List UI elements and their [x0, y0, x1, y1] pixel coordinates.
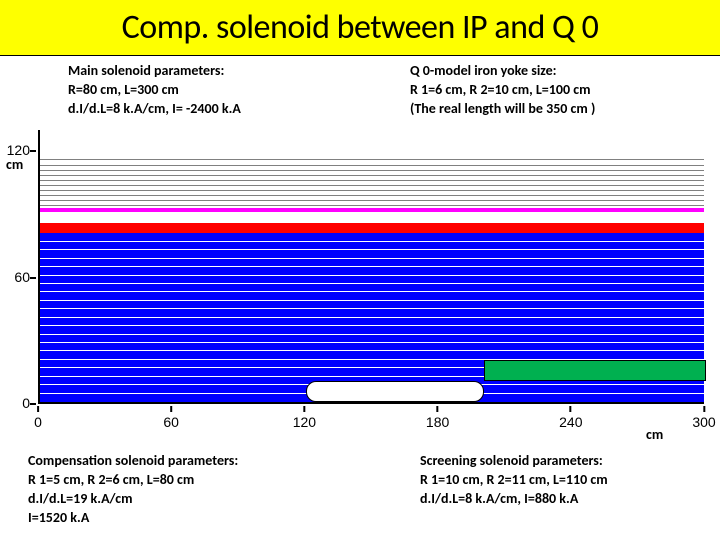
field-line [40, 300, 704, 301]
y-tick: 120 [4, 142, 30, 158]
x-tick: 240 [559, 406, 582, 430]
param-line: Screening solenoid parameters: [420, 452, 608, 471]
x-tick: 300 [692, 406, 715, 430]
y-tick: 60 [4, 269, 30, 285]
plot-area [38, 130, 704, 404]
hatch-line [40, 159, 704, 160]
hatch-line [40, 180, 704, 181]
field-line [40, 308, 704, 309]
y-tick: 0 [4, 395, 30, 411]
param-line: (The real length will be 350 cm ) [410, 100, 595, 119]
hatch-line [40, 185, 704, 186]
field-line [40, 342, 704, 343]
compensation-solenoid-params: Compensation solenoid parameters: R 1=5 … [28, 452, 238, 528]
screening-solenoid-params: Screening solenoid parameters: R 1=10 cm… [420, 452, 608, 509]
x-tick: 0 [34, 406, 42, 430]
param-line: d.I/d.L=19 k.A/cm [28, 490, 238, 509]
field-line [40, 325, 704, 326]
hatch-line [40, 165, 704, 166]
hatch-line [40, 200, 704, 201]
x-tick: 120 [293, 406, 316, 430]
param-line: Main solenoid parameters: [68, 62, 241, 81]
field-line [40, 241, 704, 242]
screening-bar [484, 360, 706, 381]
field-line [40, 291, 704, 292]
field-line [40, 249, 704, 250]
hatch-band [40, 160, 704, 206]
field-line [40, 317, 704, 318]
param-line: Compensation solenoid parameters: [28, 452, 238, 471]
magenta-band [40, 208, 704, 212]
param-line: d.I/d.L=8 k.A/cm, I=880 k.A [420, 490, 608, 509]
hatch-line [40, 195, 704, 196]
slide-root: { "title": "Comp. solenoid between IP an… [0, 0, 720, 540]
field-line [40, 258, 704, 259]
compensation-slot [306, 381, 484, 402]
field-line [40, 275, 704, 276]
field-line [40, 334, 704, 335]
field-plot: 0 60 120 0 60 120 180 240 300 [4, 130, 714, 430]
hatch-line [40, 190, 704, 191]
param-line: Q 0-model iron yoke size: [410, 62, 595, 81]
field-line [40, 283, 704, 284]
red-band [40, 223, 704, 234]
q0-yoke-params: Q 0-model iron yoke size: R 1=6 cm, R 2=… [410, 62, 595, 119]
param-line: R 1=5 cm, R 2=6 cm, L=80 cm [28, 471, 238, 490]
hatch-line [40, 170, 704, 171]
slide-header: Comp. solenoid between IP and Q 0 [0, 0, 720, 56]
param-line: I=1520 k.A [28, 509, 238, 528]
param-line: R 1=6 cm, R 2=10 cm, L=100 cm [410, 81, 595, 100]
hatch-line [40, 205, 704, 206]
main-solenoid-params: Main solenoid parameters: R=80 cm, L=300… [68, 62, 241, 119]
param-line: R=80 cm, L=300 cm [68, 81, 241, 100]
x-tick: 60 [163, 406, 179, 430]
param-line: d.I/d.L=8 k.A/cm, I= -2400 k.A [68, 100, 241, 119]
field-line [40, 266, 704, 267]
param-line: R 1=10 cm, R 2=11 cm, L=110 cm [420, 471, 608, 490]
field-line [40, 350, 704, 351]
x-tick: 180 [426, 406, 449, 430]
slide-title: Comp. solenoid between IP and Q 0 [122, 7, 599, 48]
hatch-line [40, 175, 704, 176]
